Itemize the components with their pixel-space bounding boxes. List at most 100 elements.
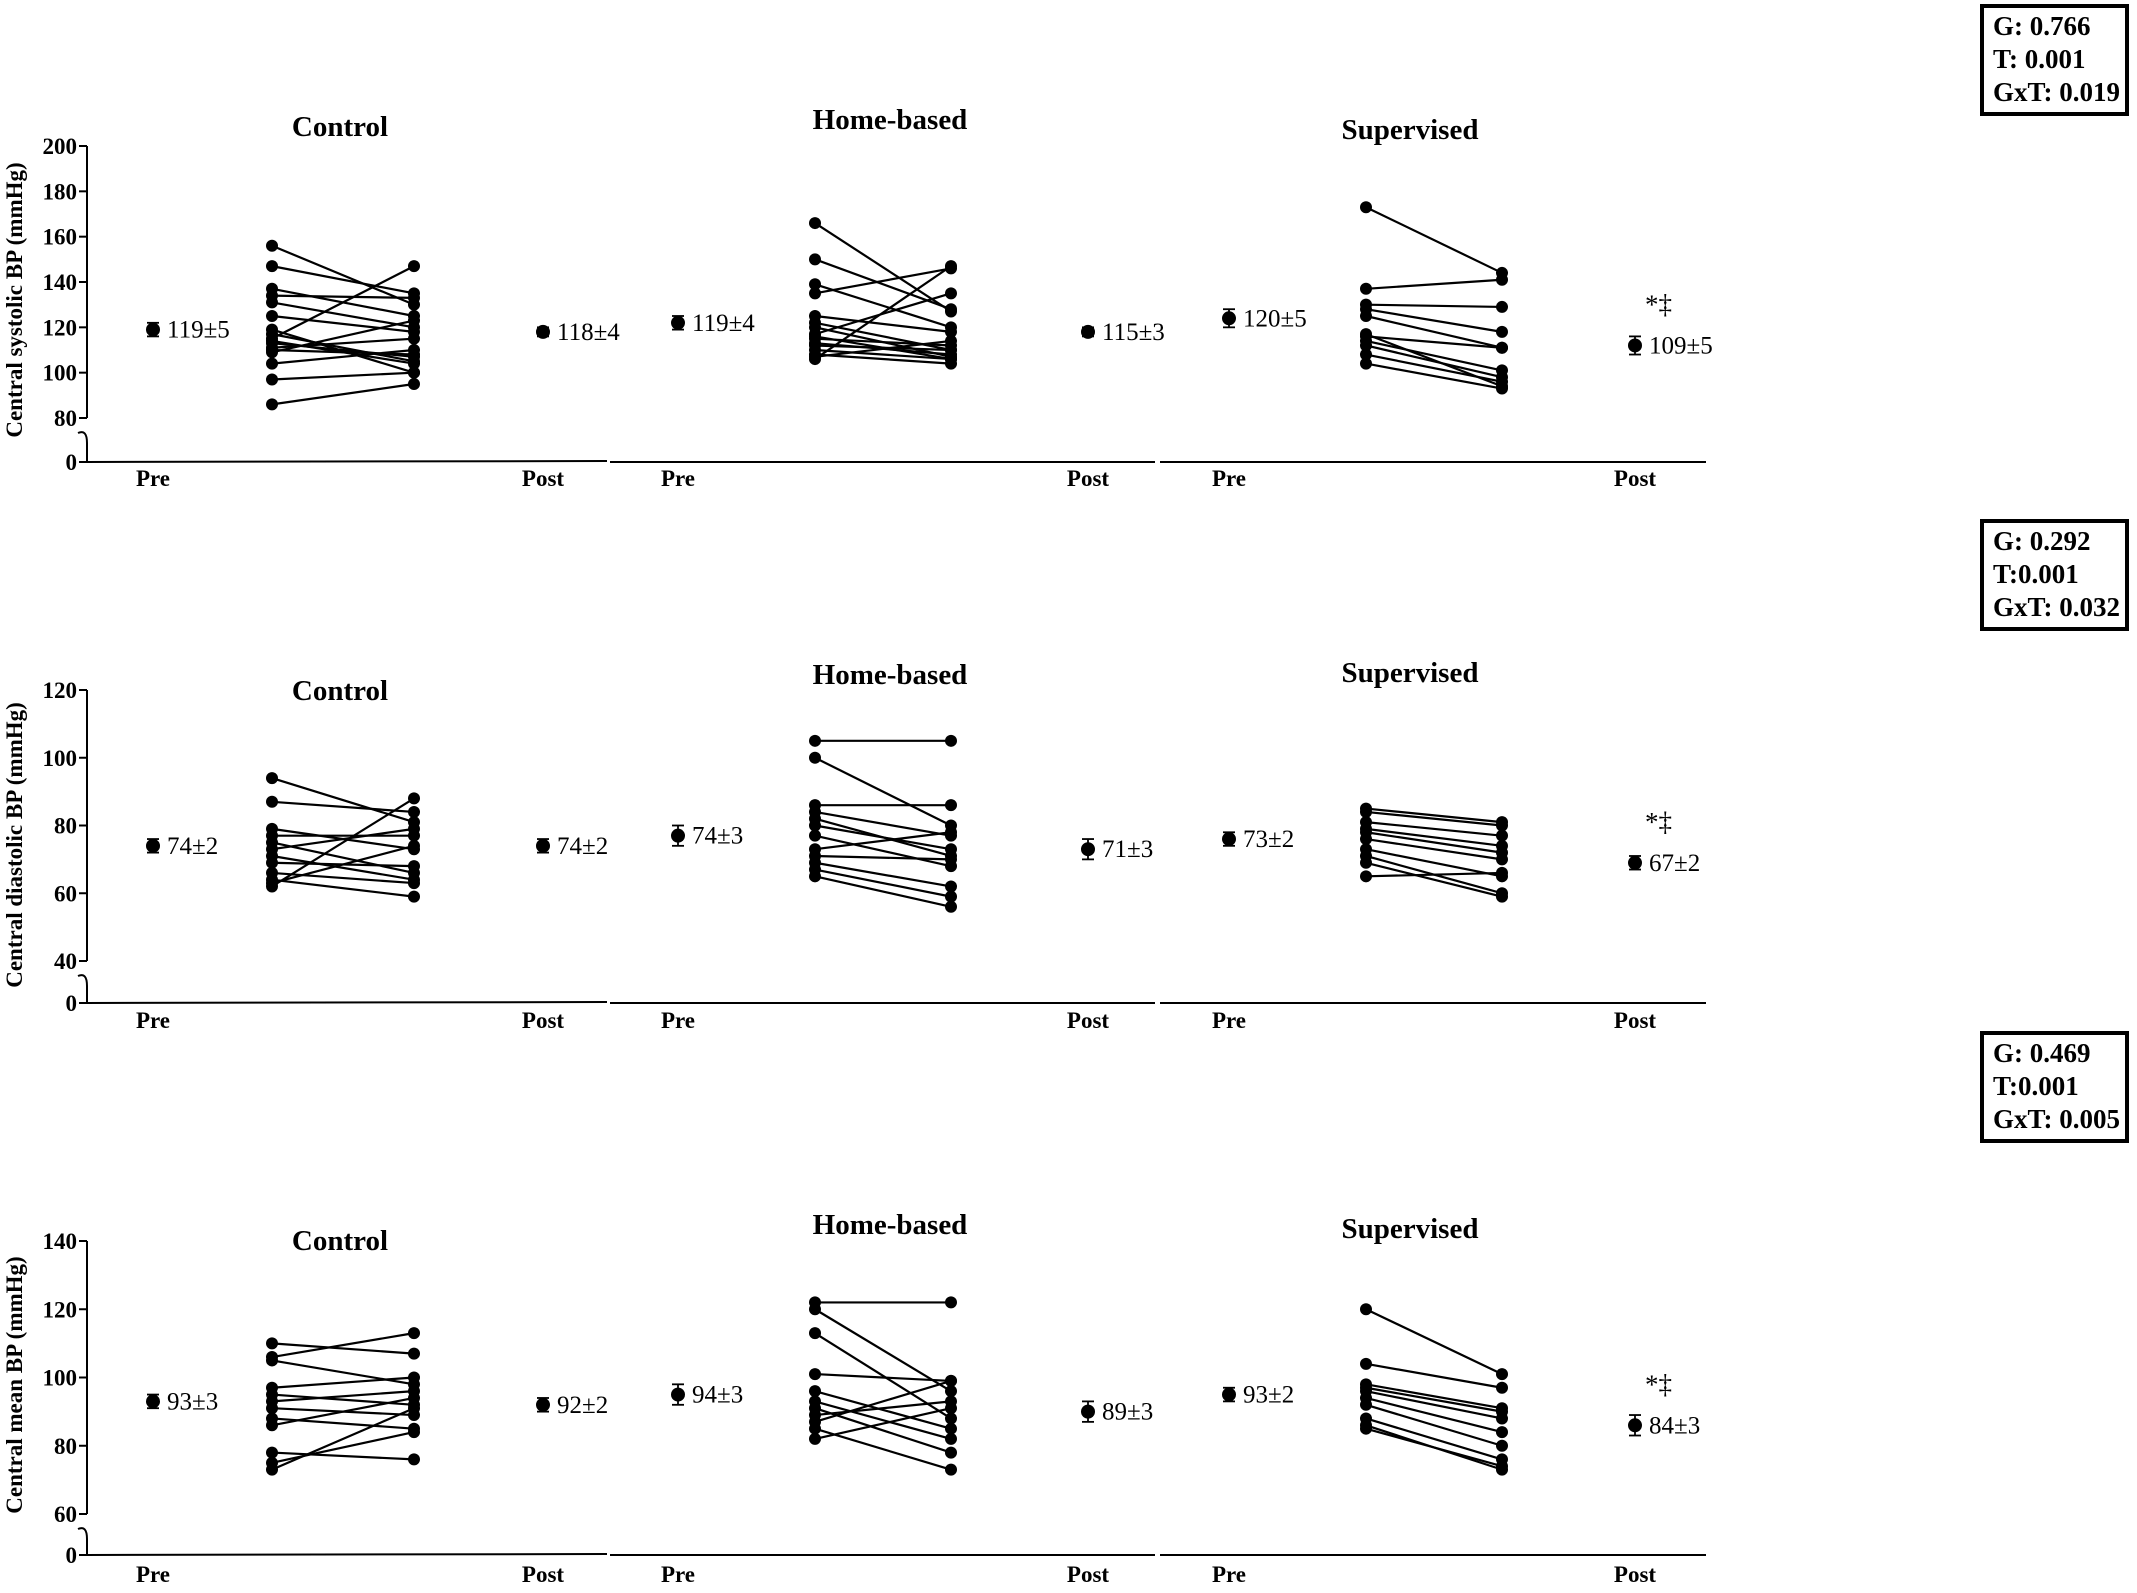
individual-line <box>271 348 415 365</box>
individual-pre-point <box>266 344 278 356</box>
y-tick-label: 100 <box>43 361 78 386</box>
individual-line <box>1365 278 1503 290</box>
individual-post-point <box>408 348 420 361</box>
mean-post-label: 74±2 <box>557 833 608 860</box>
x-label-post: Post <box>1614 1562 1657 1587</box>
mean-pre-label: 93±2 <box>1243 1382 1294 1409</box>
individual-pre-point <box>809 353 821 366</box>
individual-line <box>1365 831 1503 854</box>
individual-line <box>1365 810 1503 827</box>
group-title: Home-based <box>813 659 968 691</box>
individual-line <box>1365 821 1503 837</box>
individual-pre-point <box>809 870 821 883</box>
y-tick-label: 80 <box>54 1434 77 1459</box>
stats-g: G: 0.292 <box>1993 526 2091 556</box>
individual-post-point <box>1496 866 1508 879</box>
individual-pre-point <box>266 1354 278 1367</box>
individual-line <box>271 337 415 349</box>
individual-pre-point <box>266 334 278 347</box>
individual-post-point <box>1496 1460 1508 1473</box>
individual-line <box>271 878 415 898</box>
individual-post-point <box>408 1391 420 1404</box>
mean-pre-point <box>146 322 160 337</box>
stats-box-diastolic: G: 0.292 T:0.001 GxT: 0.032 <box>1980 519 2129 631</box>
individual-line <box>271 333 415 363</box>
individual-post-point <box>1496 325 1508 338</box>
individual-post-point <box>408 366 420 379</box>
individual-post-point <box>408 877 420 890</box>
individual-pre-point <box>266 1419 278 1432</box>
individual-line <box>271 854 415 881</box>
stats-t: T:0.001 <box>1993 559 2079 589</box>
individual-post-point <box>1496 839 1508 852</box>
individual-line <box>1365 1383 1503 1410</box>
individual-post-point <box>408 1453 420 1466</box>
individual-pre-point <box>1360 310 1372 322</box>
x-label-post: Post <box>1067 1562 1110 1587</box>
individual-line <box>271 301 415 329</box>
individual-line <box>814 1308 952 1393</box>
stats-box-systolic: G: 0.766 T: 0.001 GxT: 0.019 <box>1980 4 2129 116</box>
group-title: Supervised <box>1342 657 1479 689</box>
individual-pre-point <box>809 751 821 764</box>
individual-post-point <box>945 1296 957 1309</box>
mean-post-point <box>1081 1404 1095 1419</box>
mean-post-point <box>1081 324 1095 339</box>
individual-pre-point <box>1360 201 1372 214</box>
individual-line <box>814 1407 952 1440</box>
individual-pre-point <box>1360 1381 1372 1394</box>
individual-pre-point <box>1360 805 1372 818</box>
y-tick-label-zero: 0 <box>66 991 78 1016</box>
individual-post-point <box>945 344 957 356</box>
x-label-post: Post <box>522 1008 565 1033</box>
individual-pre-point <box>266 1337 278 1350</box>
stats-t: T:0.001 <box>1993 1071 2079 1101</box>
significance-marker: *‡ <box>1645 289 1672 319</box>
individual-post-point <box>945 1402 957 1415</box>
individual-pre-point <box>266 357 278 370</box>
individual-post-point <box>1496 341 1508 354</box>
y-tick-label: 40 <box>54 949 77 974</box>
mean-post-label: 118±4 <box>557 319 620 346</box>
individual-pre-point <box>266 1463 278 1476</box>
individual-line <box>1365 206 1503 274</box>
y-tick-label: 120 <box>43 315 78 340</box>
individual-post-point <box>1496 273 1508 286</box>
mean-post-point <box>536 1397 550 1412</box>
individual-post-point <box>1496 1426 1508 1439</box>
y-tick-label-zero: 0 <box>66 450 78 475</box>
y-tick-label: 140 <box>43 1229 78 1254</box>
y-axis-label: Central diastolic BP (mmHg) <box>2 702 27 988</box>
x-label-post: Post <box>522 466 565 491</box>
individual-pre-point <box>809 330 821 343</box>
individual-line <box>814 339 952 358</box>
individual-post-point <box>945 900 957 913</box>
individual-post-point <box>408 860 420 873</box>
individual-pre-point <box>266 310 278 322</box>
individual-line <box>271 1342 415 1355</box>
individual-pre-point <box>266 296 278 309</box>
individual-line <box>814 267 952 295</box>
individual-pre-point <box>809 1385 821 1398</box>
individual-post-point <box>1496 1368 1508 1381</box>
mean-post-label: 89±3 <box>1102 1399 1153 1426</box>
individual-post-point <box>408 890 420 903</box>
individual-post-point <box>945 1432 957 1445</box>
individual-pre-point <box>1360 348 1372 361</box>
individual-line <box>271 1417 415 1430</box>
x-label-pre: Pre <box>1212 1008 1246 1033</box>
individual-line <box>814 875 952 908</box>
group-title: Control <box>292 675 388 707</box>
individual-post-point <box>1496 819 1508 832</box>
individual-pre-point <box>809 829 821 842</box>
individual-line <box>271 1359 415 1386</box>
individual-post-point <box>945 1446 957 1459</box>
individual-post-point <box>945 260 957 273</box>
individual-line <box>1365 1417 1503 1461</box>
individual-post-point <box>945 334 957 347</box>
individual-line <box>271 294 415 299</box>
individual-line <box>1365 335 1503 349</box>
individual-line <box>814 831 952 851</box>
individual-post-point <box>1496 829 1508 842</box>
individual-pre-point <box>1360 1303 1372 1316</box>
